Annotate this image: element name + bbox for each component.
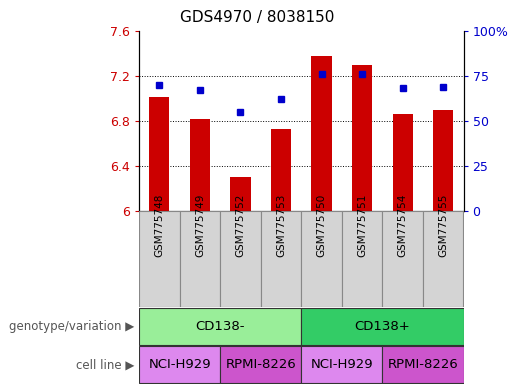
Bar	[312, 56, 332, 211]
Bar	[382, 346, 464, 383]
Bar	[301, 346, 382, 383]
Bar	[271, 129, 291, 211]
Bar	[261, 211, 301, 307]
Bar	[382, 211, 423, 307]
Text: GDS4970 / 8038150: GDS4970 / 8038150	[180, 10, 335, 25]
Bar	[139, 211, 180, 307]
Text: GSM775753: GSM775753	[276, 194, 286, 257]
Bar	[433, 110, 453, 211]
Bar	[180, 211, 220, 307]
Text: GSM775748: GSM775748	[154, 194, 164, 257]
Bar	[190, 119, 210, 211]
Text: GSM775751: GSM775751	[357, 194, 367, 257]
Bar	[301, 211, 342, 307]
Text: GSM775752: GSM775752	[235, 194, 246, 257]
Text: GSM775750: GSM775750	[317, 194, 327, 257]
Text: cell line ▶: cell line ▶	[76, 358, 134, 371]
Text: CD138+: CD138+	[354, 320, 410, 333]
Bar	[392, 114, 413, 211]
Bar	[342, 211, 382, 307]
Bar	[301, 308, 464, 345]
Bar	[352, 65, 372, 211]
Text: GSM775754: GSM775754	[398, 194, 408, 257]
Bar	[220, 211, 261, 307]
Text: NCI-H929: NCI-H929	[311, 358, 373, 371]
Bar	[139, 346, 220, 383]
Text: RPMI-8226: RPMI-8226	[388, 358, 458, 371]
Text: RPMI-8226: RPMI-8226	[226, 358, 296, 371]
Bar	[230, 177, 251, 211]
Text: NCI-H929: NCI-H929	[148, 358, 211, 371]
Text: GSM775749: GSM775749	[195, 194, 205, 257]
Text: GSM775755: GSM775755	[438, 194, 448, 257]
Text: genotype/variation ▶: genotype/variation ▶	[9, 320, 134, 333]
Text: CD138-: CD138-	[195, 320, 245, 333]
Bar	[139, 308, 301, 345]
Bar	[220, 346, 301, 383]
Bar	[423, 211, 464, 307]
Bar	[149, 97, 169, 211]
